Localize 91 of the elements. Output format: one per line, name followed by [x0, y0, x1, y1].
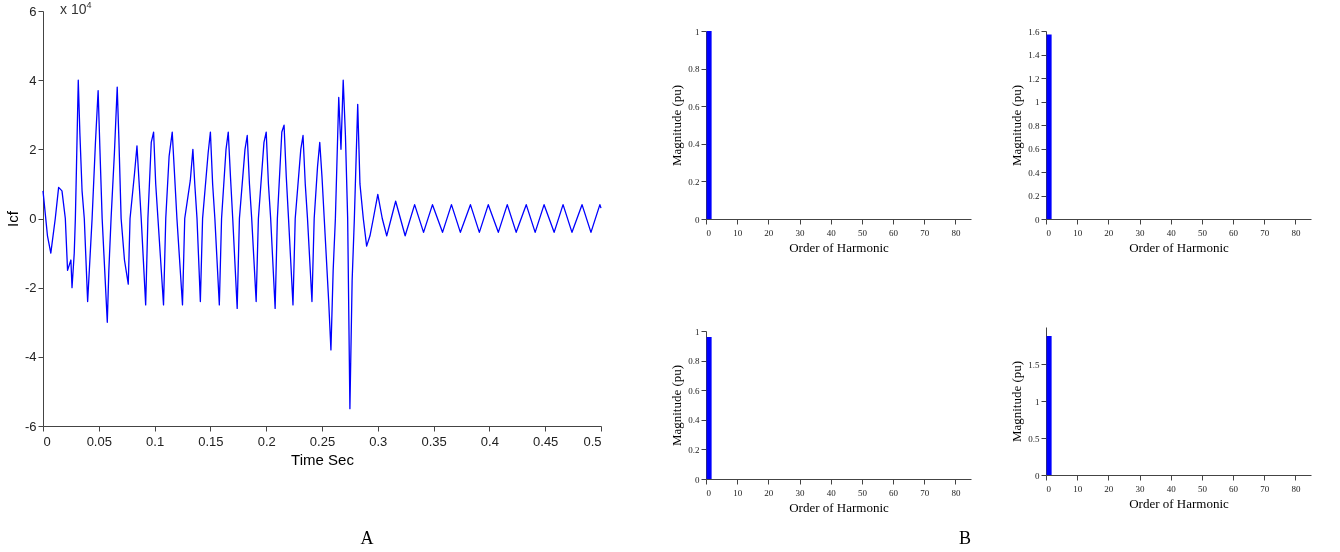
y-tick-label: 0 [1035, 470, 1040, 481]
x-tick-label: 80 [951, 227, 961, 238]
x-tick-label: 60 [1229, 227, 1239, 238]
y-axis-title: Magnitude (pu) [669, 364, 685, 447]
x-tick-label: 0 [706, 487, 712, 498]
x-tick-label: 0.35 [421, 433, 447, 449]
x-tick-label: 0.2 [257, 433, 276, 449]
x-tick-label: 20 [1104, 483, 1114, 494]
y-axis-title: Icf [3, 210, 21, 227]
y-tick-label: 1.4 [1028, 50, 1040, 60]
x-tick-label: 0 [43, 433, 51, 449]
x-tick-label: 30 [1135, 483, 1146, 494]
x-tick-label: 0.05 [86, 433, 112, 449]
y-tick-label: 0.4 [688, 415, 700, 426]
y-tick-label: 0 [695, 474, 700, 485]
x-tick-label: 10 [1073, 227, 1083, 238]
y-tick-label: 1.6 [1028, 26, 1040, 37]
y-tick-label: 0.8 [688, 356, 700, 367]
y-tick-label: 1 [1035, 396, 1040, 407]
y-axis-title: Magnitude (pu) [1009, 360, 1025, 443]
y-tick-label: 0.6 [688, 385, 700, 396]
x-tick-label: 40 [826, 487, 837, 498]
x-tick-label: 30 [1135, 227, 1146, 238]
x-tick-label: 50 [1197, 483, 1208, 494]
x-axis-title: Order of Harmonic [1129, 239, 1230, 255]
y-tick-label: 0.4 [1028, 167, 1040, 178]
y-tick-label: 1.5 [1028, 359, 1040, 370]
y-tick-label: 0.6 [1028, 144, 1040, 154]
x-tick-label: 10 [733, 487, 743, 498]
x-tick-label: 0.5 [583, 433, 602, 449]
y-axis-title: Magnitude (pu) [1009, 84, 1025, 167]
x-axis-title: Order of Harmonic [1129, 495, 1230, 511]
text: B [958, 528, 972, 549]
x-tick-label: 0.3 [369, 433, 388, 449]
x-tick-label: 0.15 [198, 433, 224, 449]
y-axis-title: Magnitude (pu) [669, 84, 685, 167]
y-tick-label: 0 [1035, 214, 1040, 225]
x-axis-title: Order of Harmonic [789, 499, 890, 515]
x-tick-label: 50 [1197, 227, 1208, 238]
x-tick-label: 20 [764, 487, 774, 498]
y-tick-label: 0 [695, 214, 700, 225]
y-tick-label: 0.2 [688, 176, 700, 187]
y-tick-label: 2 [29, 141, 37, 157]
annotation: x 10$^{4}$ [60, 0, 92, 17]
x-tick-label: 30 [795, 487, 806, 498]
y-tick-label: 0.2 [1028, 191, 1040, 201]
y-tick-label: 1.2 [1028, 73, 1040, 84]
x-tick-label: 0.45 [533, 433, 559, 449]
x-axis-title: Order of Harmonic [789, 239, 890, 255]
x-tick-label: 50 [857, 487, 868, 498]
x-tick-label: 20 [764, 227, 774, 238]
x-tick-label: 0.1 [146, 433, 165, 449]
y-tick-label: -2 [24, 280, 37, 296]
x-tick-label: 10 [733, 227, 743, 238]
y-tick-label: 0.6 [688, 101, 700, 112]
y-tick-label: 1 [695, 26, 700, 37]
y-tick-label: -6 [24, 418, 37, 434]
y-tick-label: 4 [29, 72, 37, 88]
x-tick-label: 70 [1260, 483, 1270, 494]
x-tick-label: 0 [1046, 227, 1052, 238]
x-tick-label: 70 [1260, 227, 1270, 238]
x-tick-label: 60 [1229, 483, 1239, 494]
x-tick-label: 80 [1291, 227, 1301, 238]
x-tick-label: 40 [1166, 227, 1177, 238]
y-tick-label: 0 [29, 211, 37, 226]
x-tick-label: 40 [1166, 483, 1177, 494]
x-tick-label: 70 [920, 487, 930, 498]
y-tick-label: 0.8 [688, 64, 700, 75]
x-tick-label: 80 [951, 487, 961, 498]
x-tick-label: 80 [1291, 483, 1301, 494]
x-tick-label: 0.25 [309, 433, 336, 449]
line-series [42, 79, 602, 410]
x-tick-label: 0 [1046, 483, 1052, 494]
text: A [360, 528, 374, 549]
y-tick-label: 0.4 [688, 139, 700, 150]
x-tick-label: 10 [1073, 483, 1083, 494]
x-tick-label: 30 [795, 227, 806, 238]
x-tick-label: 60 [889, 487, 899, 498]
y-tick-label: -4 [24, 349, 37, 365]
y-tick-label: 1 [695, 326, 700, 337]
x-tick-label: 0 [706, 227, 712, 238]
y-tick-label: 0.8 [1028, 120, 1040, 131]
x-tick-label: 50 [857, 227, 868, 238]
y-tick-label: 1 [1035, 97, 1040, 107]
x-tick-label: 20 [1104, 227, 1114, 238]
x-tick-label: 0.4 [480, 433, 499, 449]
y-tick-label: 6 [29, 3, 37, 19]
x-tick-label: 60 [889, 227, 899, 238]
x-tick-label: 70 [920, 227, 930, 238]
x-axis-title: Time Sec [291, 450, 355, 468]
x-tick-label: 40 [826, 227, 837, 238]
